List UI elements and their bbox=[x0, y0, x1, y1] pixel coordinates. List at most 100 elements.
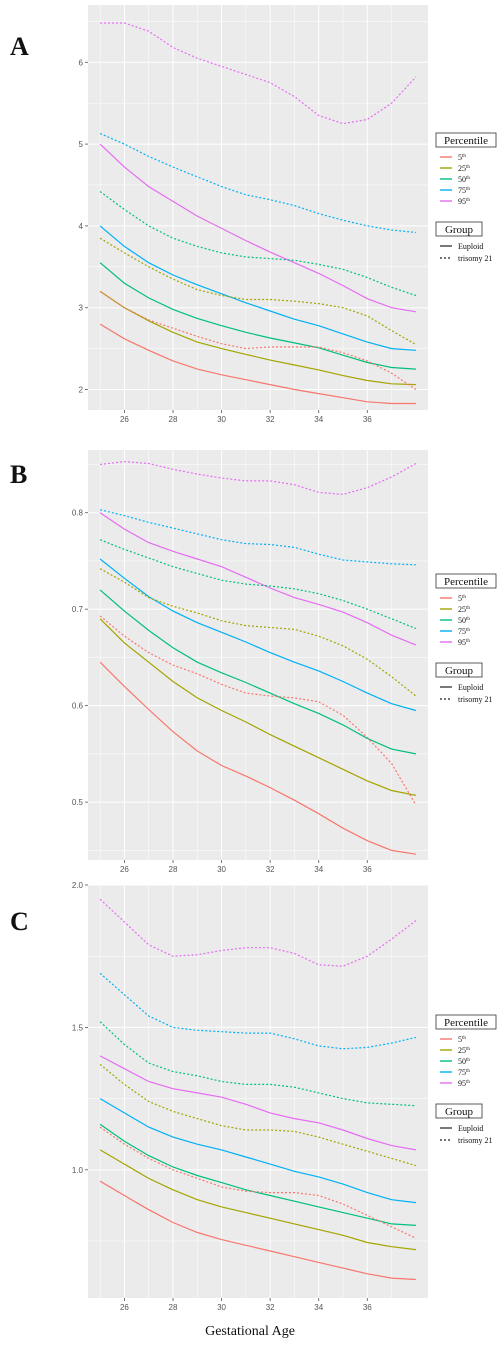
x-tick-label: 36 bbox=[363, 415, 372, 424]
legend-label-50th: 50th bbox=[458, 1057, 470, 1066]
x-tick-label: 26 bbox=[120, 415, 129, 424]
legend-label-5th: 5th bbox=[458, 1035, 466, 1044]
legend-title-box bbox=[435, 1103, 483, 1119]
series-lines-c bbox=[99, 898, 417, 1281]
legend-b: Percentile 5th 25th 50th 75th 95th Group Euploi… bbox=[435, 573, 497, 704]
series-line-50th-trisomy21 bbox=[99, 539, 417, 630]
plot-background-c bbox=[88, 885, 428, 1298]
series-line-5th-trisomy21 bbox=[99, 615, 417, 806]
legend-label-group: Euploid bbox=[458, 242, 483, 251]
legend-label-95th: 95th bbox=[458, 1079, 470, 1088]
series-line-25th-trisomy21 bbox=[99, 237, 417, 346]
series-line-25th-trisomy21 bbox=[99, 568, 417, 697]
legend-label-group: trisomy 21 bbox=[458, 254, 492, 263]
series-line-95th-euploid bbox=[99, 143, 416, 313]
legend-c: Percentile 5th 25th 50th 75th 95th Group Euploi… bbox=[435, 1014, 497, 1145]
plot-background-b bbox=[88, 450, 428, 860]
series-line-25th-euploid bbox=[99, 1149, 416, 1251]
series-line-50th-euploid bbox=[99, 262, 416, 370]
legend-title-box bbox=[435, 573, 497, 589]
legend-label-5th: 5th bbox=[458, 153, 466, 162]
x-tick-label: 30 bbox=[217, 865, 226, 874]
legend-label-group: trisomy 21 bbox=[458, 1136, 492, 1145]
series-line-5th-trisomy21 bbox=[99, 290, 417, 390]
x-tick-label: 30 bbox=[217, 1303, 226, 1312]
x-tick-label: 28 bbox=[169, 865, 178, 874]
y-tick-label: 2 bbox=[79, 386, 84, 395]
x-tick-label: 36 bbox=[363, 865, 372, 874]
y-tick-label: 5 bbox=[79, 140, 84, 149]
series-line-50th-trisomy21 bbox=[99, 191, 417, 297]
x-tick-label: 30 bbox=[217, 415, 226, 424]
legend-a: Percentile 5th 25th 50th 75th 95th Group Euploi… bbox=[435, 132, 497, 263]
gridlines-a bbox=[88, 5, 428, 410]
legend-label-75th: 75th bbox=[458, 1068, 470, 1077]
series-line-50th-euploid bbox=[99, 1123, 416, 1226]
y-tick-label: 4 bbox=[79, 222, 84, 231]
series-line-25th-euploid bbox=[99, 618, 417, 796]
series-line-95th-euploid bbox=[99, 1055, 417, 1151]
series-line-75th-euploid bbox=[99, 1098, 416, 1204]
series-line-25th-euploid bbox=[99, 290, 416, 386]
panel-b: B 0.5 0.6 0.7 0.8 26 28 30 32 34 36 Percentile 5t… bbox=[10, 450, 497, 874]
series-line-5th-euploid bbox=[99, 323, 416, 405]
x-tick-label: 28 bbox=[169, 1303, 178, 1312]
series-line-5th-trisomy21 bbox=[99, 1126, 417, 1239]
series-line-75th-euploid bbox=[99, 225, 416, 351]
legend-title-box bbox=[435, 132, 497, 148]
panel-c: C 1.0 1.5 2.0 26 28 30 32 34 36 Percentile 5th 25… bbox=[10, 881, 497, 1312]
panel-label-a: A bbox=[10, 32, 29, 61]
y-tick-label: 0.5 bbox=[72, 798, 84, 807]
series-line-5th-euploid bbox=[99, 1180, 416, 1281]
series-line-95th-trisomy21 bbox=[99, 898, 417, 967]
legend-label-5th: 5th bbox=[458, 594, 466, 603]
legend-label-group: Euploid bbox=[458, 1124, 483, 1133]
legend-label-25th: 25th bbox=[458, 164, 470, 173]
legend-label-95th: 95th bbox=[458, 197, 470, 206]
legend-label-25th: 25th bbox=[458, 1046, 470, 1055]
x-tick-label: 32 bbox=[266, 415, 275, 424]
series-line-25th-trisomy21 bbox=[99, 1063, 417, 1167]
series-line-50th-euploid bbox=[99, 589, 417, 755]
y-axis-ticks-b: 0.5 0.6 0.7 0.8 bbox=[72, 509, 88, 807]
x-tick-label: 36 bbox=[363, 1303, 372, 1312]
legend-title-group: Group bbox=[445, 1106, 474, 1118]
x-tick-label: 32 bbox=[266, 865, 275, 874]
legend-label-75th: 75th bbox=[458, 627, 470, 636]
legend-title-percentile: Percentile bbox=[444, 1017, 488, 1029]
x-tick-label: 32 bbox=[266, 1303, 275, 1312]
y-tick-label: 1.5 bbox=[72, 1023, 84, 1032]
x-tick-label: 26 bbox=[120, 1303, 129, 1312]
series-line-95th-trisomy21 bbox=[100, 460, 417, 496]
legend-title-box bbox=[435, 221, 483, 237]
series-line-95th-trisomy21 bbox=[100, 22, 417, 125]
legend-title-percentile: Percentile bbox=[444, 576, 488, 588]
legend-title-box bbox=[435, 1014, 497, 1030]
legend-label-50th: 50th bbox=[458, 616, 470, 625]
legend-label-75th: 75th bbox=[458, 186, 470, 195]
legend-label-group: trisomy 21 bbox=[458, 695, 492, 704]
x-tick-label: 34 bbox=[314, 865, 323, 874]
y-tick-label: 3 bbox=[79, 304, 84, 313]
x-axis-ticks-c: 26 28 30 32 34 36 bbox=[120, 1298, 372, 1312]
gridlines-c bbox=[88, 884, 428, 1298]
panel-label-b: B bbox=[10, 460, 27, 489]
y-tick-label: 0.7 bbox=[72, 605, 84, 614]
plot-background-a bbox=[88, 5, 428, 410]
panel-label-c: C bbox=[10, 907, 29, 936]
series-lines-a bbox=[99, 22, 417, 405]
y-tick-label: 2.0 bbox=[72, 881, 84, 890]
legend-title-box bbox=[435, 662, 483, 678]
x-axis-title: Gestational Age bbox=[205, 1324, 295, 1339]
legend-label-95th: 95th bbox=[458, 638, 470, 647]
x-axis-ticks-b: 26 28 30 32 34 36 bbox=[120, 860, 372, 874]
y-tick-label: 1.0 bbox=[72, 1166, 84, 1175]
y-tick-label: 6 bbox=[79, 58, 84, 67]
x-axis-ticks-a: 26 28 30 32 34 36 bbox=[120, 410, 372, 424]
x-tick-label: 34 bbox=[314, 1303, 323, 1312]
y-tick-label: 0.6 bbox=[72, 702, 84, 711]
gridlines-b bbox=[88, 450, 428, 860]
legend-title-group: Group bbox=[445, 224, 474, 236]
series-line-95th-euploid bbox=[99, 512, 417, 646]
